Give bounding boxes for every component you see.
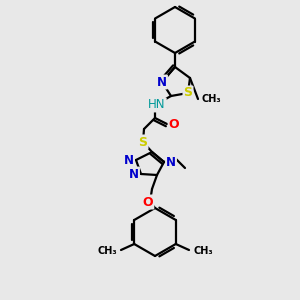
Text: CH₃: CH₃	[193, 246, 213, 256]
Text: N: N	[124, 154, 134, 166]
Text: N: N	[157, 76, 167, 88]
Text: CH₃: CH₃	[202, 94, 222, 104]
Text: N: N	[129, 167, 139, 181]
Text: O: O	[143, 196, 153, 208]
Text: N: N	[166, 155, 176, 169]
Text: HN: HN	[148, 98, 166, 112]
Text: S: S	[184, 86, 193, 100]
Text: O: O	[169, 118, 179, 130]
Text: S: S	[139, 136, 148, 148]
Text: CH₃: CH₃	[98, 246, 117, 256]
